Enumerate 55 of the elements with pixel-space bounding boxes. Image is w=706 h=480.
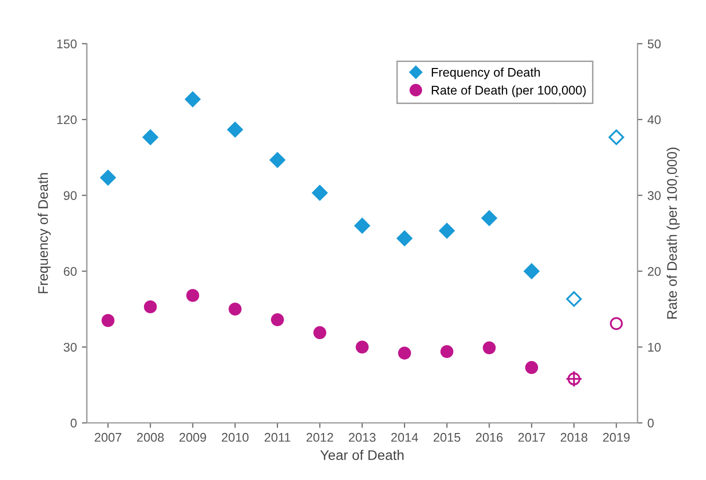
point [144,300,157,314]
y2-tick-label: 20 [648,267,661,276]
point [439,222,455,239]
point [608,129,624,145]
point [482,341,496,354]
y2-tick-label: 40 [648,115,661,124]
x-tick-label: 2019 [603,432,630,442]
y-tick-label: 120 [57,115,77,124]
point [354,218,370,234]
point [142,129,158,145]
x-tick-label: 2013 [348,432,376,442]
point [396,230,412,246]
point [398,346,411,360]
y-tick-label: 60 [64,267,77,276]
point [313,326,326,340]
point [481,210,498,226]
point [610,317,623,330]
point [312,185,328,201]
point [271,313,284,326]
point [356,340,369,354]
x-tick-label: 2014 [391,432,418,442]
point [184,92,201,108]
y-tick-label: 0 [70,418,77,428]
point [525,361,538,374]
y2-tick-label: 0 [648,418,654,428]
x-tick-label: 2010 [222,432,249,442]
point [440,345,454,358]
y-axis-title: Frequency of Death [38,173,51,294]
legend-label: Frequency of Death [432,68,540,80]
point [100,170,116,186]
x-tick-label: 2008 [137,432,164,442]
x-tick-label: 2016 [476,432,503,442]
legend-label: Rate of Death (per 100,000) [432,85,586,98]
point [186,289,200,302]
point [566,291,582,307]
y2-tick-label: 50 [648,39,661,48]
y2-tick-label: 10 [648,342,661,352]
point [228,302,242,316]
x-tick-label: 2018 [560,432,588,442]
x-tick-label: 2009 [179,432,206,442]
point [227,122,243,138]
x-tick-label: 2007 [94,432,122,442]
y-tick-label: 150 [57,39,77,48]
x-tick-label: 2015 [434,432,460,442]
x-tick-label: 2017 [518,432,545,442]
y-tick-label: 90 [64,191,77,200]
x-tick-label: 2011 [264,432,290,442]
y2-tick-label: 30 [648,191,661,200]
y-tick-label: 30 [64,342,77,352]
x-axis-title: Year of Death [320,450,404,460]
y2-axis-title: Rate of Death (per 100,000) [666,148,680,319]
point [102,314,114,327]
point [524,263,540,279]
point [270,152,286,168]
x-tick-label: 2012 [306,432,334,442]
